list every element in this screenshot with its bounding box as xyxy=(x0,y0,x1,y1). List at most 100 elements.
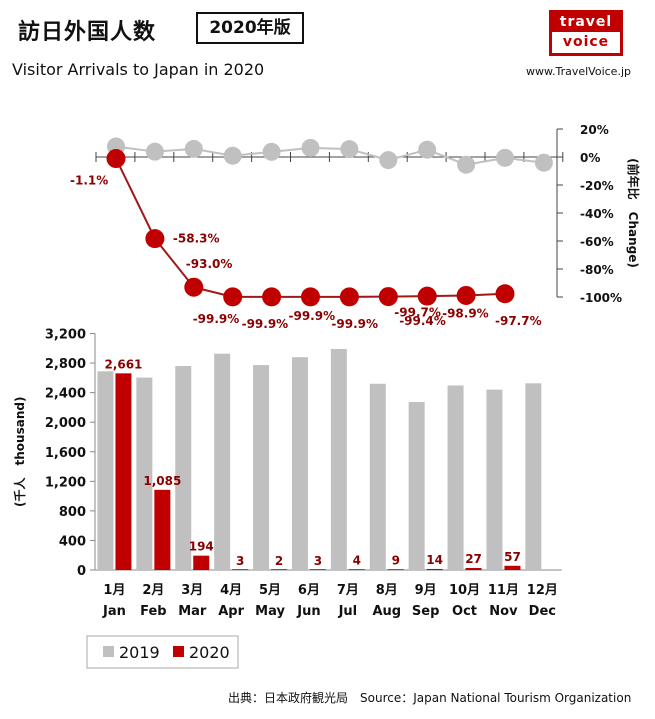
x-tick-label-jp: 3月 xyxy=(181,583,203,598)
bar-2019 xyxy=(291,357,308,570)
bar-2020 xyxy=(232,569,249,570)
data-label-2020: 3 xyxy=(236,554,244,568)
data-label-2020: -99.9% xyxy=(242,317,289,331)
x-tick-label-jp: 1月 xyxy=(103,583,125,598)
data-label-2020: -97.7% xyxy=(495,314,542,328)
bar-2020 xyxy=(504,565,521,570)
x-tick-label-jp: 6月 xyxy=(298,583,320,598)
site-url: www.TravelVoice.jp xyxy=(526,65,631,78)
series-2020-line xyxy=(115,158,506,298)
data-label-2020: -1.1% xyxy=(70,174,108,188)
series-2019-point xyxy=(457,155,476,174)
series-2019-point xyxy=(262,142,281,161)
y-axis-title: (千人 thousand) xyxy=(12,397,27,507)
data-label-2020: -99.9% xyxy=(331,317,378,331)
y-tick-label: 0% xyxy=(580,151,600,165)
y-tick-label: 20% xyxy=(580,123,609,137)
data-label-2020: 27 xyxy=(465,552,482,566)
bar-2020 xyxy=(348,569,365,570)
legend-label-2020: 2020 xyxy=(189,643,230,662)
visitor-arrivals-bar-chart: 0 400 800 1,200 1,600 2,000 2,400 2,800 3,200 (千人… xyxy=(12,328,562,669)
legend-label-2019: 2019 xyxy=(119,643,160,662)
x-tick-label-en: Jan xyxy=(102,604,126,619)
y-tick-label: 1,200 xyxy=(45,475,86,490)
series-2019-line xyxy=(115,145,545,166)
bar-2019 xyxy=(369,383,386,570)
series-2020-point xyxy=(223,287,243,307)
edition-badge: 2020年版 xyxy=(196,12,304,44)
y-tick-label: -20% xyxy=(580,179,614,193)
y-tick-label: 2,400 xyxy=(45,387,86,402)
y-tick-label: 0 xyxy=(77,564,86,579)
x-tick-label-en: Oct xyxy=(452,604,477,619)
x-tick-label-en: Jul xyxy=(338,604,358,619)
x-tick-label-en: Dec xyxy=(529,604,556,619)
series-2020-point xyxy=(301,287,320,307)
x-tick-label-jp: 8月 xyxy=(376,583,398,598)
bar-2019 xyxy=(408,402,425,570)
logo-word-voice: voice xyxy=(552,32,620,53)
data-label-2020: -58.3% xyxy=(173,232,220,246)
legend-swatch-2020 xyxy=(173,646,184,657)
x-tick-label-en: Apr xyxy=(218,604,244,619)
x-tick-label-jp: 10月 xyxy=(449,583,480,598)
data-label-2020: 194 xyxy=(189,540,214,554)
data-label-2020: -99.7% xyxy=(394,306,441,320)
bar-2020 xyxy=(154,489,171,570)
series-2019-point xyxy=(223,146,242,165)
travelvoice-logo: travel voice xyxy=(549,10,623,56)
x-tick-label-en: Sep xyxy=(412,604,440,619)
bar-2020 xyxy=(426,568,443,570)
series-2019-point xyxy=(418,140,437,159)
y-tick-label: 2,800 xyxy=(45,357,86,372)
bar-2020 xyxy=(193,555,210,570)
series-2020-point xyxy=(495,284,515,304)
bar-2020 xyxy=(387,569,404,570)
y-tick-label: -60% xyxy=(580,235,614,249)
bar-2019 xyxy=(253,365,270,570)
x-tick-label-jp: 2月 xyxy=(142,583,164,598)
series-2020-point xyxy=(184,277,204,297)
y-tick-label: 2,000 xyxy=(45,416,86,431)
bar-2019 xyxy=(486,389,503,570)
page-title: 訪日外国人数 xyxy=(18,20,157,45)
series-2020-point xyxy=(262,287,282,307)
series-2020-point xyxy=(456,285,476,305)
bar-2019 xyxy=(136,377,153,570)
legend-swatch-2019 xyxy=(103,646,114,657)
bar-2019 xyxy=(214,353,231,570)
page-subtitle: Visitor Arrivals to Japan in 2020 xyxy=(12,60,265,79)
bar-2020 xyxy=(465,568,482,570)
data-label-2020: -99.9% xyxy=(193,312,240,326)
series-2019-point xyxy=(145,142,164,161)
x-tick-label-en: Mar xyxy=(178,604,207,619)
bar-2019 xyxy=(447,385,464,570)
data-label-2020: -93.0% xyxy=(186,257,233,271)
series-2020-point xyxy=(339,287,359,307)
logo-word-travel: travel xyxy=(559,14,613,30)
y-tick-label: 1,600 xyxy=(45,446,86,461)
series-2019-point xyxy=(496,148,514,167)
data-label-2020: -98.9% xyxy=(442,306,489,320)
x-tick-label-en: Jun xyxy=(296,604,320,619)
x-tick-label-jp: 9月 xyxy=(415,583,437,598)
data-label-2020: 2,661 xyxy=(104,357,142,371)
data-label-2020: 3 xyxy=(314,554,322,568)
data-label-2020: -99.4% xyxy=(399,314,446,328)
y-tick-label: -80% xyxy=(580,263,614,277)
series-2019-point xyxy=(301,138,320,157)
x-tick-label-en: Aug xyxy=(372,604,401,619)
series-2019-point xyxy=(534,153,553,172)
bar-2019 xyxy=(330,348,347,570)
bar-2020 xyxy=(309,569,326,570)
y-axis-title: (前年比 Change) xyxy=(626,158,641,268)
x-tick-label-en: Nov xyxy=(489,604,518,619)
data-label-2020: 9 xyxy=(392,553,400,567)
data-label-2020: 2 xyxy=(275,554,283,568)
yoy-change-line-chart: 20% 0% -20% -40% -60% -80% -100% (前年比 Change) -1… xyxy=(70,123,641,331)
data-label-2020: 4 xyxy=(353,554,361,568)
x-tick-label-en: Feb xyxy=(140,604,166,619)
series-2019-point xyxy=(340,140,359,159)
x-tick-label-jp: 11月 xyxy=(488,583,519,598)
x-tick-label-jp: 5月 xyxy=(259,583,281,598)
